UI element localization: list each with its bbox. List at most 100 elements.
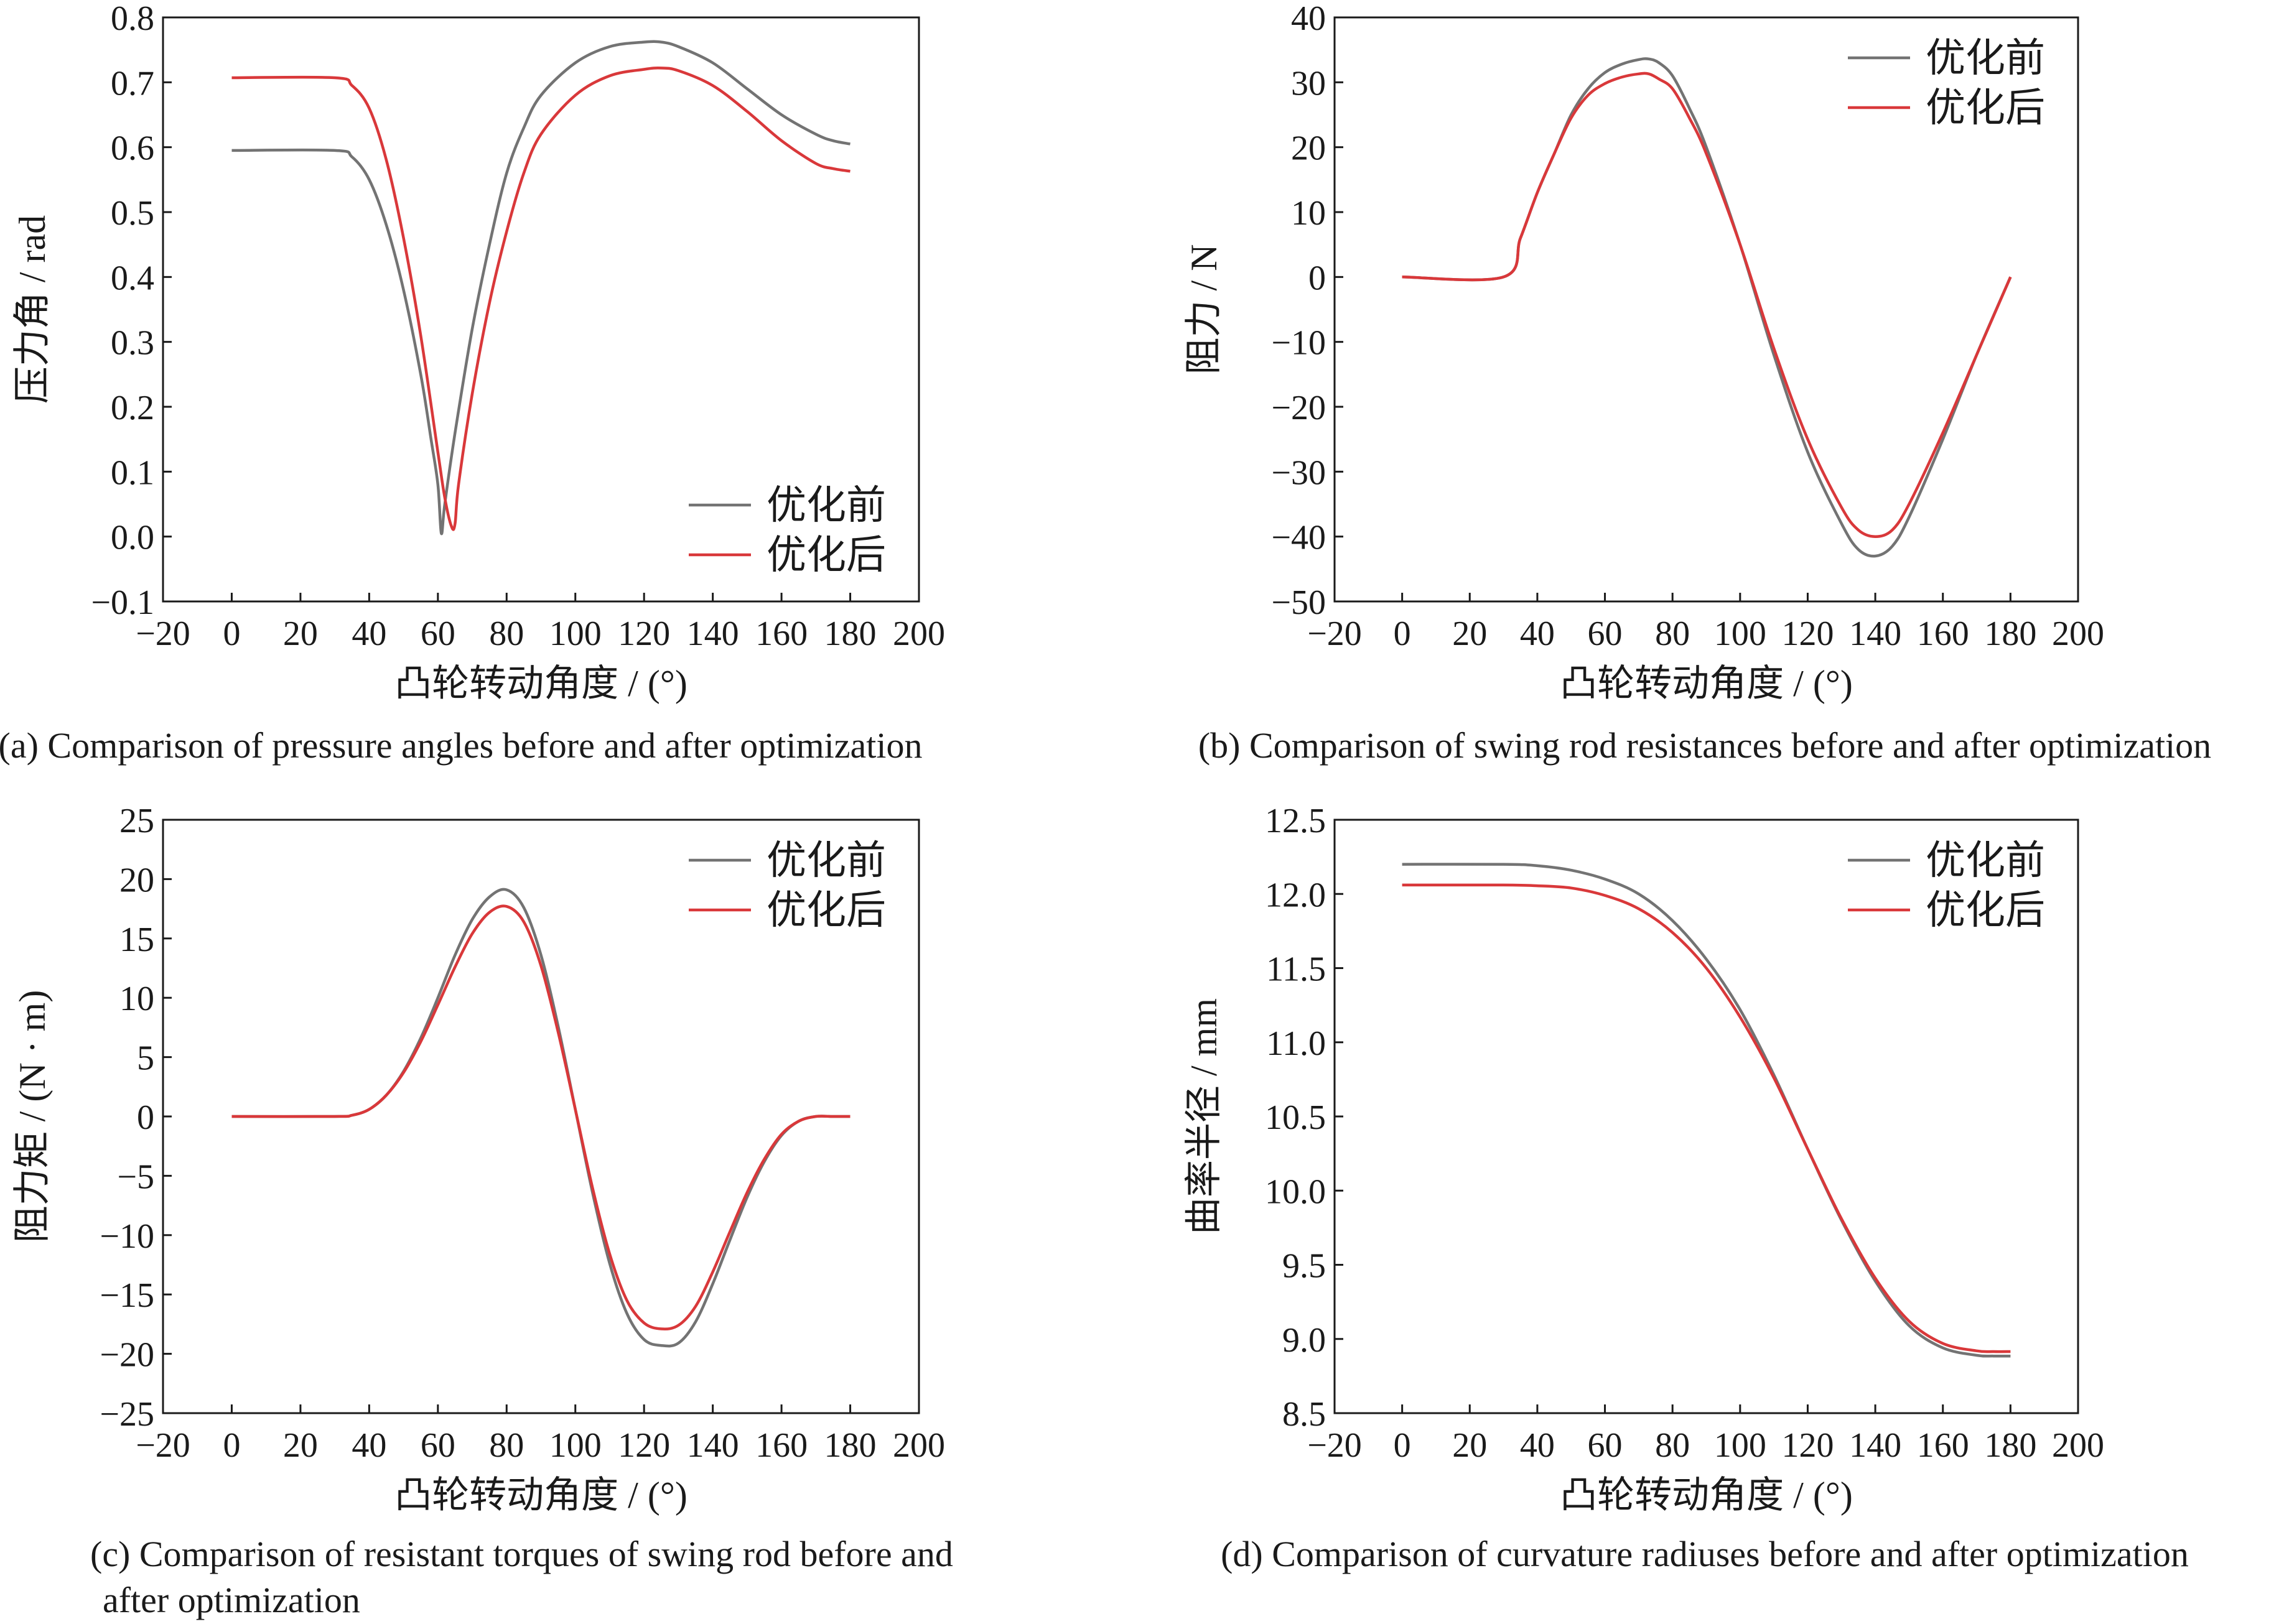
x-axis-label: 凸轮转动角度 / (°) — [394, 663, 688, 704]
y-tick-label: 0 — [1308, 259, 1326, 297]
x-tick-label: 160 — [755, 1426, 808, 1465]
legend-label: 优化前 — [1926, 36, 2045, 80]
y-tick-label: −50 — [1271, 583, 1326, 622]
legend-label: 优化后 — [1926, 86, 2045, 130]
y-tick-label: 25 — [119, 802, 154, 840]
x-tick-label: 180 — [824, 615, 877, 653]
y-tick-label: 0 — [137, 1098, 154, 1137]
plot-frame — [162, 16, 920, 603]
series-line-after — [1402, 883, 2011, 1353]
x-tick-label: 200 — [893, 615, 945, 653]
x-tick-label: 100 — [549, 1426, 602, 1465]
x-tick-label: 120 — [618, 1426, 670, 1465]
x-tick-label: 40 — [1520, 1426, 1555, 1465]
x-tick-label: 100 — [549, 615, 602, 653]
x-tick-label: −20 — [136, 615, 190, 653]
x-tick-label: 20 — [1452, 615, 1487, 653]
y-axis-label: 阻力矩 / (N · m) — [12, 990, 53, 1243]
x-tick-label: −20 — [136, 1426, 190, 1465]
y-tick-label: 10.0 — [1265, 1172, 1326, 1211]
y-tick-label: −0.1 — [91, 583, 154, 622]
y-tick-label: −5 — [117, 1158, 154, 1196]
x-tick-label: 80 — [489, 1426, 524, 1465]
y-axis-label: 阻力 / N — [1183, 244, 1224, 375]
x-tick-label: 80 — [1655, 615, 1690, 653]
x-tick-label: 100 — [1714, 615, 1766, 653]
y-tick-label: 15 — [119, 921, 154, 959]
x-axis-label: 凸轮转动角度 / (°) — [1560, 1475, 1853, 1516]
x-tick-label: 60 — [1588, 615, 1623, 653]
legend-label: 优化后 — [767, 888, 886, 932]
x-tick-label: 0 — [1394, 615, 1411, 653]
x-tick-label: 40 — [1520, 615, 1555, 653]
y-tick-label: 0.2 — [111, 389, 154, 427]
y-axis-label: 曲率半径 / mm — [1183, 998, 1224, 1235]
y-tick-label: 30 — [1291, 64, 1326, 103]
y-tick-label: −10 — [1271, 324, 1326, 363]
x-tick-label: 140 — [687, 615, 739, 653]
x-tick-label: 60 — [421, 615, 455, 653]
x-tick-label: 140 — [687, 1426, 739, 1465]
chart-a: −20 0 20 40 60 80 100 120 140 160 180 200 −0.1 0.0 0.1… — [0, 0, 945, 766]
y-tick-label: 5 — [137, 1039, 154, 1078]
y-tick-label: 12.5 — [1265, 802, 1326, 840]
x-tick-label: 120 — [618, 615, 670, 653]
x-tick-label: 20 — [283, 1426, 318, 1465]
chart-b: −20 0 20 40 60 80 100 120 140 160 180 200−50−40−30−… — [1183, 0, 2211, 766]
x-tick-label: 60 — [421, 1426, 455, 1465]
y-tick-label: 10 — [1291, 194, 1326, 233]
y-tick-label: −15 — [100, 1276, 154, 1315]
y-tick-label: 0.0 — [111, 519, 154, 557]
y-tick-label: 40 — [1291, 0, 1326, 38]
legend-label: 优化后 — [767, 533, 886, 577]
x-axis-label: 凸轮转动角度 / (°) — [1560, 663, 1853, 704]
x-tick-label: 20 — [283, 615, 318, 653]
y-tick-label: 0.7 — [111, 64, 154, 103]
x-tick-label: 200 — [2052, 615, 2104, 653]
figure-caption: (d) Comparison of curvature radiuses bef… — [1221, 1534, 2189, 1574]
figure-caption: (c) Comparison of resistant torques of s… — [90, 1534, 953, 1574]
x-tick-label: 0 — [223, 615, 240, 653]
figure-caption: (b) Comparison of swing rod resistances … — [1198, 725, 2211, 766]
x-tick-label: 180 — [1984, 1426, 2036, 1465]
x-tick-label: 160 — [755, 615, 808, 653]
figure-caption: after optimization — [103, 1580, 360, 1620]
x-tick-label: 0 — [1394, 1426, 1411, 1465]
y-tick-label: 12.0 — [1265, 876, 1326, 914]
x-tick-label: 160 — [1917, 615, 1969, 653]
x-tick-label: 20 — [1452, 1426, 1487, 1465]
y-tick-label: 20 — [1291, 129, 1326, 168]
y-tick-label: 11.5 — [1266, 950, 1326, 989]
y-tick-label: 9.5 — [1282, 1247, 1326, 1286]
x-tick-label: 60 — [1588, 1426, 1623, 1465]
y-tick-label: 10 — [119, 980, 154, 1018]
y-tick-label: 20 — [119, 861, 154, 899]
x-tick-label: 140 — [1849, 1426, 1901, 1465]
x-tick-label: 80 — [1655, 1426, 1690, 1465]
legend-label: 优化后 — [1926, 888, 2045, 932]
y-tick-label: −40 — [1271, 519, 1326, 557]
series-line-after — [231, 67, 851, 531]
x-tick-label: 160 — [1917, 1426, 1969, 1465]
x-tick-label: 100 — [1714, 1426, 1766, 1465]
x-tick-label: 0 — [223, 1426, 240, 1465]
x-tick-label: 40 — [352, 1426, 386, 1465]
x-tick-label: 200 — [893, 1426, 945, 1465]
y-tick-label: 0.3 — [111, 324, 154, 363]
x-tick-label: −20 — [1307, 1426, 1362, 1465]
y-tick-label: −10 — [100, 1217, 154, 1256]
y-tick-label: 11.0 — [1266, 1024, 1326, 1063]
y-tick-label: 10.5 — [1265, 1098, 1326, 1137]
series-line-after — [1402, 72, 2012, 538]
series-line-before — [231, 40, 851, 536]
chart-c: −20 0 20 40 60 80 100 120 140 160 180 200−25−20−15−… — [12, 802, 953, 1620]
x-tick-label: 180 — [1984, 615, 2036, 653]
x-tick-label: 140 — [1849, 615, 1901, 653]
legend-label: 优化前 — [767, 838, 886, 883]
x-axis-label: 凸轮转动角度 / (°) — [394, 1475, 688, 1516]
x-tick-label: 40 — [352, 615, 386, 653]
legend-label: 优化前 — [767, 483, 886, 527]
figure-caption: (a) Comparison of pressure angles before… — [0, 725, 922, 766]
y-tick-label: 0.6 — [111, 129, 154, 168]
